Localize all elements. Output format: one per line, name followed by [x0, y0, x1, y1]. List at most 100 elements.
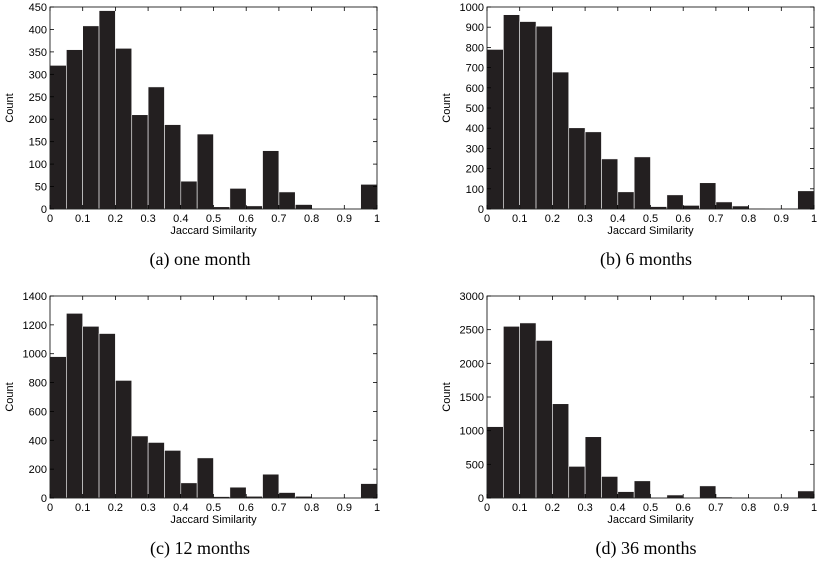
panel-caption: (d) 36 months — [596, 538, 697, 559]
histogram-bar — [666, 494, 684, 499]
y-tick-label: 500 — [466, 103, 484, 115]
x-tick-label: 0.2 — [108, 502, 123, 514]
x-tick-label: 1 — [811, 213, 817, 225]
y-axis-title: Count — [4, 93, 16, 122]
histogram-bar — [731, 205, 749, 210]
x-tick-label: 0.5 — [643, 213, 658, 225]
x-tick-label: 0.6 — [676, 502, 691, 514]
y-axis-title: Count — [441, 382, 453, 411]
y-tick-label: 300 — [29, 69, 47, 81]
y-tick-label: 900 — [466, 22, 484, 34]
histogram-bar — [699, 182, 717, 210]
y-axis-title: Count — [441, 93, 453, 122]
y-tick-label: 50 — [35, 182, 47, 194]
x-tick-label: 0.9 — [774, 213, 789, 225]
histogram-bar — [180, 180, 198, 210]
x-tick-label: 0.3 — [140, 502, 155, 514]
y-tick-label: 300 — [466, 143, 484, 155]
histogram-bar — [503, 14, 521, 210]
y-tick-label: 500 — [466, 459, 484, 471]
histogram-bar — [147, 86, 165, 210]
x-tick-label: 0.1 — [75, 502, 90, 514]
x-tick-label: 0.2 — [545, 213, 560, 225]
x-tick-label: 0.2 — [545, 502, 560, 514]
histogram-bar — [519, 21, 537, 210]
histogram-bar — [262, 473, 280, 499]
y-tick-label: 150 — [29, 137, 47, 149]
y-tick-label: 800 — [466, 42, 484, 54]
histogram-bar — [147, 442, 165, 499]
histogram-bar — [601, 158, 619, 210]
histogram-bar — [666, 194, 684, 210]
histogram-bar — [715, 201, 733, 210]
histogram-bar — [633, 156, 651, 210]
x-tick-label: 0.4 — [610, 213, 625, 225]
histogram-bar — [262, 150, 280, 210]
histogram-bar — [98, 333, 116, 499]
y-tick-label: 400 — [29, 24, 47, 36]
x-axis-title: Jaccard Similarity — [607, 225, 694, 237]
histogram-panel-4: 0 0.1 0.2 0.3 0.4 0.5 0.6 0.7 0.8 0.9 1 0 500 1000 150… — [441, 291, 817, 559]
y-tick-label: 200 — [466, 164, 484, 176]
histogram-bar — [601, 476, 619, 499]
histogram-bar — [617, 491, 635, 499]
x-tick-label: 0.6 — [239, 213, 254, 225]
histogram-bar — [360, 483, 378, 499]
y-tick-label: 400 — [466, 123, 484, 135]
histogram-panel-1: 0 0.1 0.2 0.3 0.4 0.5 0.6 0.7 0.8 0.9 1 0 50 100 150 20… — [4, 2, 380, 270]
histogram-bar — [486, 49, 504, 210]
histogram-bar — [278, 191, 296, 210]
x-tick-label: 0.7 — [708, 213, 723, 225]
histogram-bar — [164, 124, 182, 210]
histogram-bar — [131, 114, 149, 210]
y-tick-label: 1500 — [460, 392, 484, 404]
x-tick-label: 0.8 — [741, 213, 756, 225]
x-tick-label: 0.8 — [741, 502, 756, 514]
y-tick-label: 1000 — [460, 2, 484, 14]
histogram-bar — [519, 322, 537, 499]
y-tick-label: 0 — [478, 204, 484, 216]
histogram-bar — [535, 340, 553, 499]
x-tick-label: 1 — [811, 502, 817, 514]
x-tick-label: 0.8 — [304, 502, 319, 514]
histogram-bar — [131, 435, 149, 499]
histogram-bar — [49, 65, 67, 210]
y-tick-label: 600 — [29, 406, 47, 418]
y-tick-label: 100 — [29, 159, 47, 171]
histogram-bar — [82, 325, 100, 499]
y-tick-label: 1200 — [23, 320, 47, 332]
x-tick-label: 0.4 — [610, 502, 625, 514]
panel-caption: (c) 12 months — [150, 538, 250, 559]
histogram-panel-2: 0 0.1 0.2 0.3 0.4 0.5 0.6 0.7 0.8 0.9 1 0 100 200 300 4… — [441, 2, 817, 270]
x-tick-label: 0.1 — [512, 213, 527, 225]
y-tick-label: 0 — [41, 493, 47, 505]
histogram-bar — [699, 485, 717, 499]
panel-caption: (a) one month — [150, 249, 251, 270]
histogram-bar — [294, 204, 312, 210]
y-tick-label: 0 — [41, 204, 47, 216]
y-tick-label: 350 — [29, 47, 47, 59]
x-axis-title: Jaccard Similarity — [607, 514, 694, 526]
histogram-bar — [633, 480, 651, 499]
x-tick-label: 0.1 — [512, 502, 527, 514]
x-tick-label: 0.5 — [643, 502, 658, 514]
histogram-bar — [245, 205, 263, 210]
histogram-bar — [535, 25, 553, 210]
y-tick-label: 1000 — [23, 349, 47, 361]
histogram-bar — [552, 71, 570, 210]
x-tick-label: 0.7 — [271, 213, 286, 225]
x-tick-label: 0 — [484, 502, 490, 514]
histogram-bar — [617, 191, 635, 210]
y-tick-label: 3000 — [460, 291, 484, 303]
y-tick-label: 700 — [466, 63, 484, 75]
x-tick-label: 0 — [47, 213, 53, 225]
x-tick-label: 0.5 — [206, 213, 221, 225]
y-axis-title: Count — [4, 382, 16, 411]
x-tick-label: 0.1 — [75, 213, 90, 225]
x-axis-title: Jaccard Similarity — [170, 514, 257, 526]
histogram-bar — [98, 10, 116, 210]
y-tick-label: 450 — [29, 2, 47, 14]
panel-caption: (b) 6 months — [600, 249, 692, 270]
histogram-bar — [584, 131, 602, 210]
